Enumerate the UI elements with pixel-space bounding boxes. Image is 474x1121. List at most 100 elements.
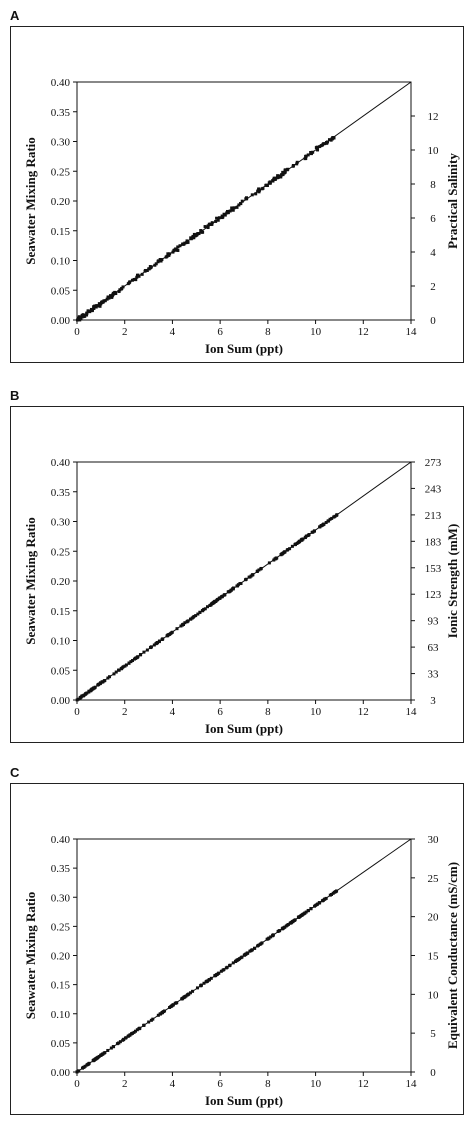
data-point bbox=[94, 1057, 98, 1061]
y-tick-label: 0.00 bbox=[51, 695, 71, 707]
data-point bbox=[189, 236, 193, 240]
chart-frame: 0 2 4 6 8 10 12 14 0.00 0.05 0.10 0.15 0.20 0.25 0.30 0… bbox=[10, 783, 464, 1115]
data-point bbox=[171, 1003, 175, 1007]
data-point bbox=[187, 992, 191, 996]
data-point bbox=[192, 614, 196, 618]
data-point bbox=[297, 539, 301, 543]
data-point bbox=[206, 226, 210, 230]
data-point bbox=[249, 949, 253, 953]
data-point bbox=[323, 897, 327, 901]
data-point bbox=[299, 538, 303, 542]
y-tick-label: 0.25 bbox=[51, 921, 71, 933]
data-point bbox=[100, 680, 104, 684]
data-point bbox=[134, 277, 138, 281]
data-point bbox=[202, 981, 206, 985]
data-point bbox=[326, 519, 330, 523]
data-point bbox=[182, 242, 186, 246]
data-point bbox=[155, 641, 159, 645]
y2-tick-label: 183 bbox=[425, 536, 442, 548]
data-point bbox=[183, 621, 187, 625]
y-tick-label: 0.25 bbox=[51, 166, 71, 178]
data-point bbox=[247, 575, 251, 579]
data-point bbox=[127, 661, 131, 665]
data-point bbox=[175, 1001, 179, 1005]
y-tick-label: 0.05 bbox=[51, 1038, 71, 1050]
y2-tick-label: 12 bbox=[428, 111, 439, 123]
data-point bbox=[136, 655, 140, 659]
data-point bbox=[228, 209, 232, 213]
x-tick-label: 0 bbox=[74, 1078, 80, 1090]
x-tick-label: 0 bbox=[74, 706, 80, 718]
data-point bbox=[80, 1066, 84, 1070]
data-point bbox=[243, 953, 247, 957]
data-point bbox=[199, 229, 203, 233]
data-point bbox=[240, 955, 244, 959]
y2-tick-label: 25 bbox=[428, 873, 440, 885]
data-point bbox=[237, 957, 241, 961]
x-tick-label: 4 bbox=[170, 1078, 176, 1090]
y2-tick-label: 0 bbox=[430, 315, 436, 327]
data-point bbox=[323, 142, 327, 146]
data-point bbox=[130, 278, 134, 282]
data-point bbox=[142, 650, 146, 654]
data-point bbox=[207, 222, 211, 226]
data-point bbox=[255, 570, 259, 574]
data-point bbox=[300, 913, 304, 917]
data-point bbox=[106, 296, 110, 300]
data-point bbox=[328, 517, 332, 521]
data-point bbox=[81, 315, 85, 319]
data-point bbox=[282, 926, 286, 930]
panel-label: B bbox=[10, 388, 20, 403]
data-point bbox=[112, 672, 116, 676]
data-point bbox=[154, 262, 158, 266]
y2-tick-label: 123 bbox=[425, 589, 442, 601]
y-tick-label: 0.15 bbox=[51, 606, 71, 618]
y2-tick-label: 63 bbox=[428, 642, 440, 654]
data-point bbox=[136, 274, 140, 278]
data-point bbox=[118, 1040, 122, 1044]
data-point bbox=[85, 311, 89, 315]
data-point bbox=[128, 1033, 132, 1037]
data-point bbox=[289, 921, 293, 925]
data-point bbox=[238, 582, 242, 586]
data-point bbox=[75, 698, 79, 702]
data-point bbox=[273, 557, 277, 561]
data-point bbox=[85, 313, 89, 317]
data-point bbox=[91, 687, 95, 691]
x-tick-label: 8 bbox=[265, 326, 271, 338]
data-point bbox=[176, 245, 180, 249]
data-point bbox=[165, 254, 169, 258]
data-point bbox=[203, 225, 207, 229]
data-point bbox=[324, 521, 328, 525]
y2-tick-label: 0 bbox=[430, 1067, 436, 1079]
data-point bbox=[215, 216, 219, 220]
data-point bbox=[124, 663, 128, 667]
data-point bbox=[330, 516, 334, 520]
data-point bbox=[326, 140, 330, 144]
x-tick-label: 10 bbox=[310, 706, 322, 718]
data-point bbox=[257, 568, 261, 572]
data-point bbox=[293, 543, 297, 547]
data-point bbox=[331, 136, 335, 140]
data-point bbox=[149, 1018, 153, 1022]
data-point bbox=[234, 959, 238, 963]
data-point bbox=[145, 268, 149, 272]
x-tick-label: 12 bbox=[358, 326, 369, 338]
y2-tick-label: 243 bbox=[425, 483, 442, 495]
data-point bbox=[316, 148, 320, 152]
data-point bbox=[226, 590, 230, 594]
data-point bbox=[192, 232, 196, 236]
scatter-chart-a: 0 2 4 6 8 10 12 14 0.00 0.05 0.10 0.15 0.20 0.25 0.30 0… bbox=[23, 77, 460, 356]
data-point bbox=[92, 305, 96, 309]
data-point bbox=[202, 607, 206, 611]
data-point bbox=[132, 1030, 136, 1034]
data-point bbox=[190, 616, 194, 620]
data-point bbox=[126, 282, 130, 286]
data-point bbox=[307, 533, 311, 537]
y-tick-label: 0.40 bbox=[51, 457, 71, 469]
data-point bbox=[178, 244, 182, 248]
data-point bbox=[83, 692, 87, 696]
data-point bbox=[91, 1059, 95, 1063]
data-point bbox=[145, 648, 149, 652]
data-point bbox=[220, 594, 224, 598]
